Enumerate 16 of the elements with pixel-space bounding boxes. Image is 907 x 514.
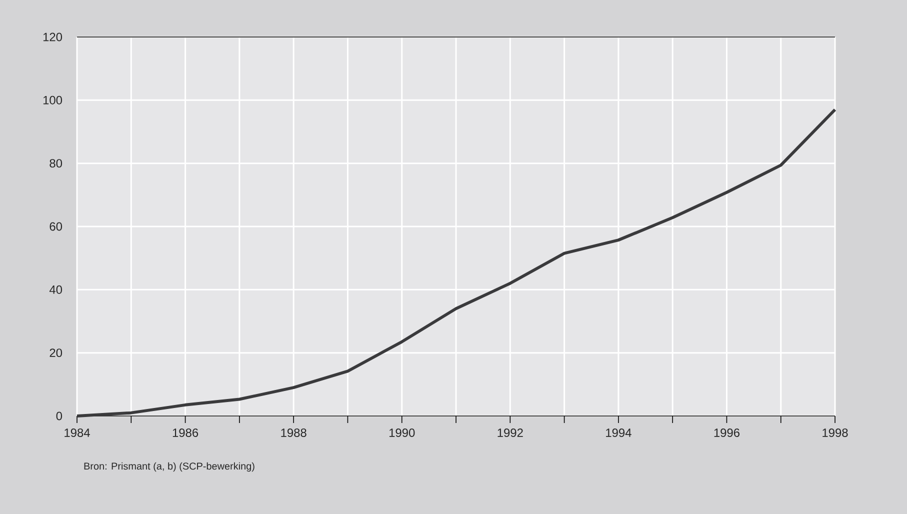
x-tick-label: 1994 <box>606 428 632 437</box>
x-tick-label: 1988 <box>281 428 306 437</box>
x-tick-label: 1986 <box>172 428 198 437</box>
y-tick-label: 0 <box>56 412 62 420</box>
x-tick-label: 1996 <box>714 428 740 437</box>
y-tick-label: 20 <box>50 348 62 358</box>
x-tick-label: 1992 <box>498 428 523 437</box>
x-tick-label: 1984 <box>64 428 90 437</box>
y-tick-label: 40 <box>49 285 62 294</box>
y-tick-label: 80 <box>50 159 62 168</box>
x-tick-label: 1990 <box>389 428 415 437</box>
y-tick-label: 60 <box>50 222 62 231</box>
x-tick-label: 1998 <box>822 428 848 437</box>
y-tick-label: 100 <box>43 96 62 104</box>
y-tick-label: 120 <box>43 32 62 42</box>
text: Bron: Prismant (a, b) (SCP-bewerking) <box>84 462 254 472</box>
